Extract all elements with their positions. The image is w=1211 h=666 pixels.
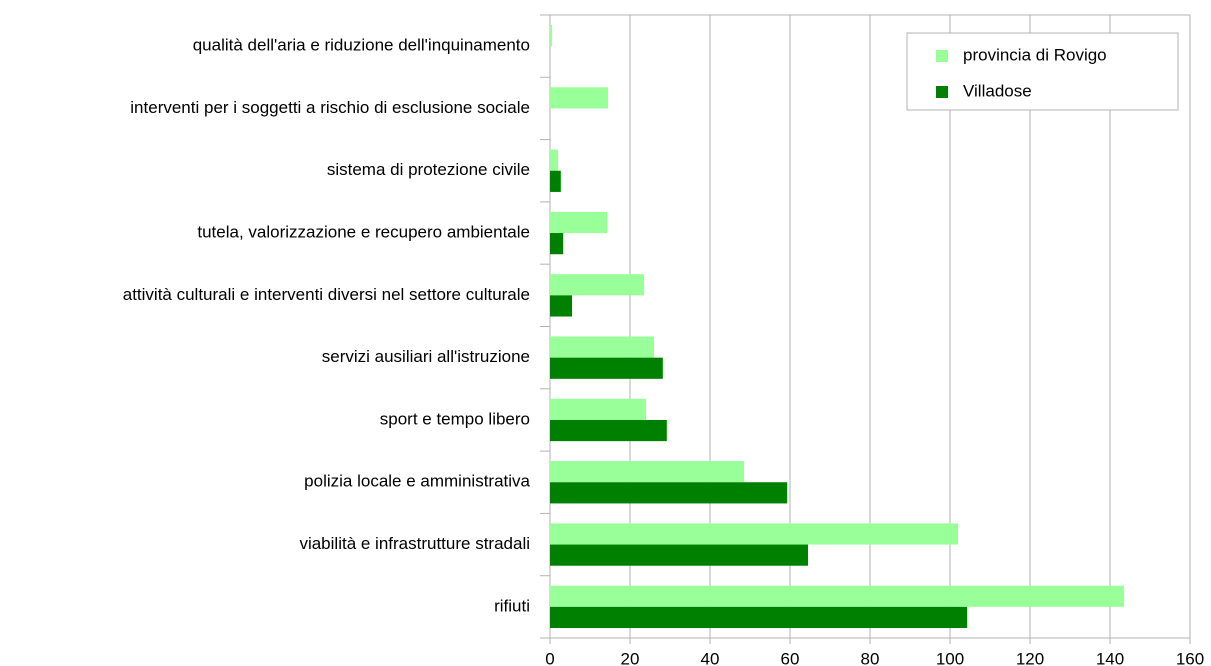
y-tick-label: viabilità e infrastrutture stradali [299,534,530,553]
y-tick-label: polizia locale e amministrativa [304,472,530,491]
y-tick-label: qualità dell'aria e riduzione dell'inqui… [193,36,530,55]
y-tick-label: sistema di protezione civile [327,160,530,179]
bar [550,24,552,47]
bar [550,523,958,545]
bar [550,482,788,504]
bar [550,170,561,192]
x-tick-label: 40 [701,649,720,666]
y-tick-label: sport e tempo libero [380,409,530,428]
bar [550,606,968,629]
y-tick-label: rifiuti [494,596,530,615]
x-tick-label: 20 [621,649,640,666]
bar [550,398,646,420]
legend-swatch [936,50,948,62]
legend-box [906,32,1179,111]
y-tick-label: tutela, valorizzazione e recupero ambien… [197,223,530,242]
bar [550,357,663,379]
bar [550,585,1124,607]
bar [550,419,667,442]
y-tick-label: attività culturali e interventi diversi … [123,285,530,304]
bar [550,336,654,358]
bar [550,87,608,109]
legend-swatch [936,86,948,98]
y-tick-label: interventi per i soggetti a rischio di e… [130,98,530,117]
x-tick-label: 140 [1096,649,1124,666]
x-tick-label: 0 [545,649,554,666]
y-tick-label: servizi ausiliari all'istruzione [322,347,530,366]
bar [550,211,608,234]
bar [550,295,572,317]
x-tick-label: 60 [781,649,800,666]
legend-label: Villadose [963,81,1032,100]
bar [550,233,564,255]
bar [550,149,558,171]
x-tick-label: 120 [1016,649,1044,666]
bar [550,461,744,483]
x-tick-label: 100 [936,649,964,666]
x-tick-label: 160 [1176,649,1204,666]
x-tick-label: 80 [861,649,880,666]
bar [550,544,808,566]
bar [550,274,644,296]
legend-label: provincia di Rovigo [963,45,1107,64]
